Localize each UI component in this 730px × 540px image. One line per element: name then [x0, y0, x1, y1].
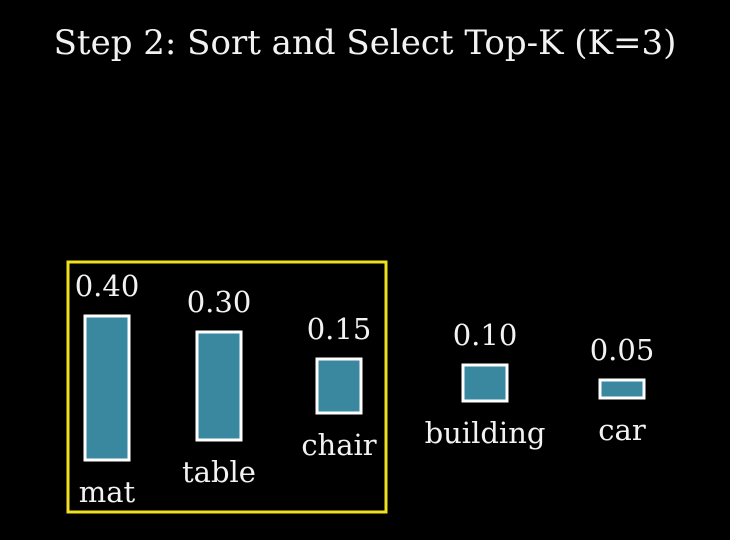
value-label-car: 0.05	[590, 333, 655, 367]
bar-building	[461, 363, 509, 403]
value-label-table: 0.30	[187, 285, 252, 319]
top-k-selection-box	[66, 260, 388, 514]
category-label-mat: mat	[79, 475, 136, 509]
diagram-title: Step 2: Sort and Select Top-K (K=3)	[54, 23, 677, 63]
category-label-table: table	[182, 455, 256, 489]
value-label-mat: 0.40	[75, 269, 140, 303]
bar-table	[195, 330, 243, 442]
bar-chair	[315, 357, 363, 415]
bar-mat	[83, 314, 131, 462]
value-label-building: 0.10	[453, 318, 518, 352]
category-label-building: building	[425, 416, 546, 450]
bars-group: 0.40 mat 0.30 table 0.15 chair 0.10 building 0.0…	[75, 269, 655, 509]
bar-car	[598, 378, 646, 400]
value-label-chair: 0.15	[307, 312, 372, 346]
category-label-chair: chair	[301, 428, 376, 462]
category-label-car: car	[598, 413, 646, 447]
